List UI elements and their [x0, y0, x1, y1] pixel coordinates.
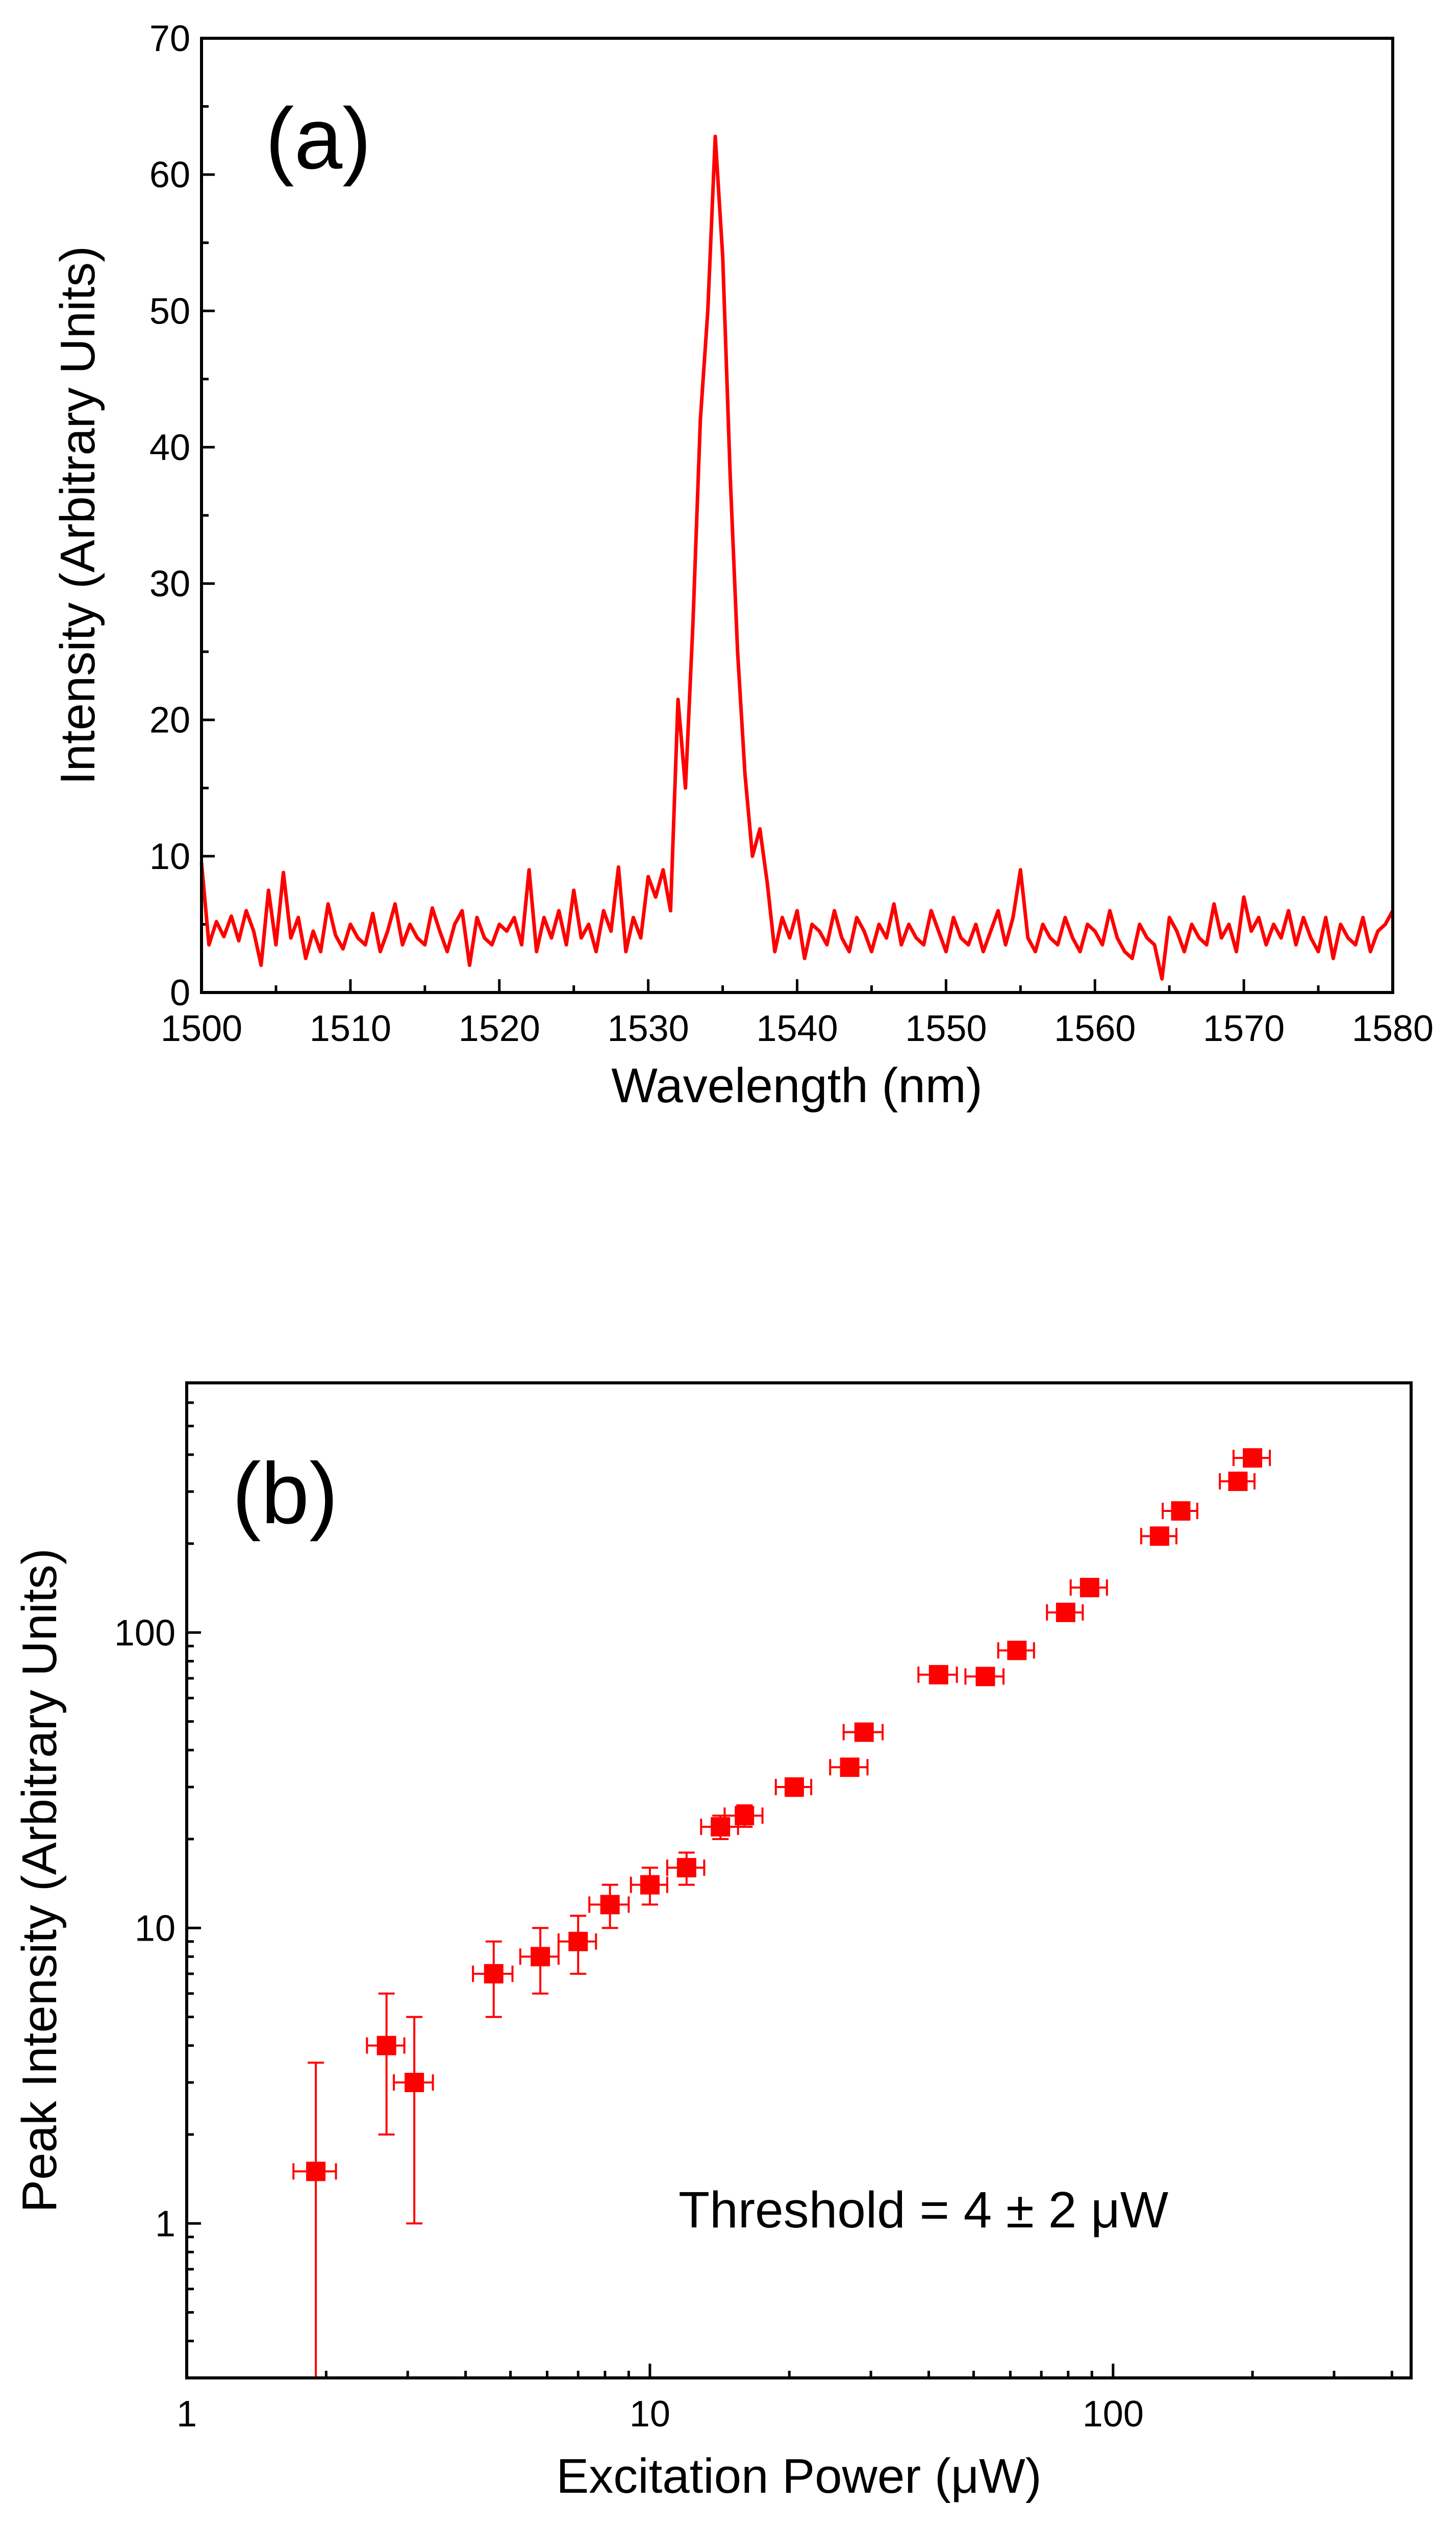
- panel-b-label: (b): [232, 1445, 338, 1542]
- data-point-group: [964, 1667, 1005, 1686]
- data-point-marker: [376, 2036, 396, 2055]
- panel-a-x-axis-title: Wavelength (nm): [611, 1058, 982, 1113]
- panel-b-series: [292, 1448, 1271, 2379]
- panel-a-y-tick-label: 40: [149, 427, 190, 468]
- data-point-group: [1219, 1471, 1256, 1491]
- data-point-group: [366, 1992, 406, 2136]
- panel-a: 1500 1510 1520 1530 1540 1550 1560 1570 1580 0 10 2…: [51, 18, 1434, 1113]
- panel-a-y-tick-label: 60: [149, 155, 190, 195]
- data-point-marker: [484, 1964, 504, 1983]
- data-point-group: [292, 2062, 337, 2379]
- data-point-group: [842, 1722, 884, 1742]
- panel-a-x-tick-label: 1550: [905, 1008, 987, 1049]
- data-point-marker: [840, 1757, 860, 1777]
- panel-a-y-tick-label: 10: [149, 836, 190, 877]
- data-point-marker: [600, 1895, 620, 1915]
- data-point-marker: [1056, 1602, 1075, 1622]
- panel-b-y-axis-title: Peak Intensity (Arbitrary Units): [12, 1548, 67, 2213]
- data-point-group: [1046, 1602, 1084, 1622]
- data-point-group: [1140, 1526, 1177, 1546]
- panel-b-x-tick-label: 100: [1083, 2394, 1144, 2435]
- data-point-marker: [928, 1665, 948, 1684]
- data-point-group: [917, 1665, 958, 1684]
- panel-a-plot-frame: [200, 37, 1394, 994]
- panel-b-plot-frame: [185, 1381, 1413, 2379]
- data-point-group: [700, 1815, 739, 1840]
- panel-b-y-tick-label: 100: [114, 1612, 175, 1653]
- data-point-group: [723, 1804, 764, 1828]
- data-point-marker: [306, 2162, 326, 2181]
- data-point-marker: [568, 1931, 588, 1951]
- threshold-annotation: Threshold = 4 ± 2 μW: [679, 2181, 1169, 2239]
- data-point-marker: [405, 2073, 424, 2093]
- data-point-marker: [711, 1817, 731, 1837]
- panel-a-y-tick-label: 0: [170, 973, 190, 1013]
- data-point-marker: [1007, 1641, 1027, 1660]
- data-point-marker: [1171, 1501, 1191, 1521]
- panel-b-x-tick-label: 10: [630, 2394, 670, 2435]
- data-point-group: [392, 2016, 434, 2225]
- panel-a-x-tick-label: 1560: [1054, 1008, 1136, 1049]
- panel-a-y-tick-label: 50: [149, 291, 190, 332]
- panel-a-ticks: 1500 1510 1520 1530 1540 1550 1560 1570 1580 0 10 2…: [149, 18, 1434, 1049]
- panel-a-x-tick-label: 1520: [459, 1008, 540, 1049]
- data-point-group: [666, 1851, 706, 1886]
- data-point-group: [774, 1777, 813, 1797]
- panel-a-x-tick-label: 1540: [756, 1008, 838, 1049]
- data-point-marker: [784, 1777, 804, 1797]
- data-point-marker: [975, 1667, 995, 1686]
- panel-a-x-tick-label: 1510: [310, 1008, 391, 1049]
- panel-b-x-axis-title: Excitation Power (μW): [556, 2449, 1042, 2503]
- data-point-group: [472, 1940, 514, 2018]
- data-point-group: [557, 1915, 597, 1975]
- data-point-group: [630, 1867, 668, 1906]
- data-point-group: [588, 1883, 630, 1929]
- panel-a-x-tick-label: 1530: [608, 1008, 689, 1049]
- data-point-marker: [531, 1947, 550, 1967]
- panel-a-y-tick-label: 30: [149, 564, 190, 605]
- data-point-marker: [854, 1722, 874, 1742]
- panel-a-x-tick-label: 1500: [161, 1008, 242, 1049]
- panel-a-y-tick-label: 20: [149, 700, 190, 741]
- data-point-group: [1069, 1578, 1108, 1598]
- data-point-marker: [1080, 1578, 1099, 1598]
- panel-a-x-tick-label: 1580: [1352, 1008, 1434, 1049]
- panel-b-x-tick-label: 1: [177, 2394, 197, 2435]
- data-point-group: [519, 1927, 560, 1995]
- panel-b: 1 10 100 1 10 100 (b) Threshold = 4 ± 2 μW Ex…: [12, 1381, 1413, 2503]
- panel-b-y-tick-label: 1: [155, 2203, 175, 2244]
- data-point-group: [1232, 1448, 1271, 1468]
- data-point-marker: [735, 1806, 755, 1826]
- spectrum-line: [199, 134, 1395, 981]
- data-point-marker: [676, 1858, 696, 1878]
- panel-a-y-axis-title: Intensity (Arbitrary Units): [51, 246, 105, 785]
- data-point-marker: [1243, 1448, 1263, 1468]
- data-point-marker: [640, 1875, 660, 1895]
- panel-a-y-tick-label: 70: [149, 18, 190, 59]
- data-point-marker: [1228, 1471, 1248, 1491]
- data-point-group: [997, 1641, 1035, 1660]
- panel-a-x-tick-label: 1570: [1203, 1008, 1285, 1049]
- data-point-group: [1162, 1501, 1198, 1521]
- panel-a-series: [199, 134, 1395, 981]
- panel-b-y-tick-label: 10: [135, 1908, 175, 1949]
- panel-a-label: (a): [265, 90, 371, 187]
- data-point-marker: [1149, 1526, 1169, 1546]
- data-point-group: [829, 1757, 869, 1777]
